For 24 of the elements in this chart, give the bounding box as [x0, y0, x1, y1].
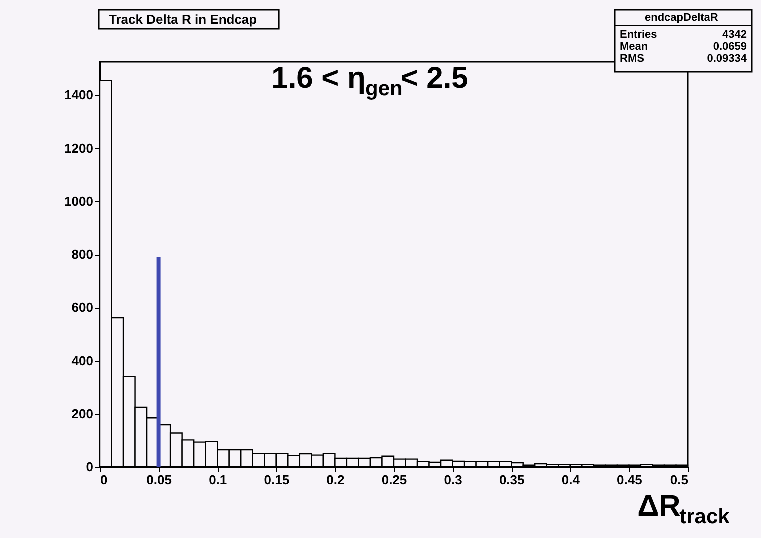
x-tick-label: 0.05 — [146, 472, 172, 488]
x-tick-label: 0.25 — [382, 472, 408, 488]
x-tick-label: 0.3 — [444, 472, 462, 488]
text: Mean 0.0659 — [620, 41, 748, 53]
x-tick-label: 0 — [100, 472, 108, 488]
y-tick-label: 200 — [72, 406, 94, 422]
y-tick-label: 400 — [72, 353, 94, 368]
y-tick-label: 1400 — [64, 88, 94, 103]
y-tick-label: 600 — [72, 300, 94, 316]
x-tick-label: 0.2 — [326, 472, 345, 488]
text: RMS 0.09334 — [620, 53, 748, 65]
y-tick-label: 1200 — [64, 140, 94, 156]
y-tick-label: 1000 — [64, 194, 94, 209]
x-tick-label: 0.4 — [562, 472, 581, 488]
x-tick-label: 0.1 — [209, 472, 228, 488]
x-tick-label: 0.45 — [617, 472, 642, 488]
x-tick-label: 0.35 — [499, 472, 525, 488]
y-tick-label: 800 — [72, 247, 94, 262]
x-tick-label: 0.5 — [670, 472, 688, 488]
y-tick-label: 0 — [86, 460, 94, 474]
chart-title: Track Delta R in Endcap — [109, 12, 258, 27]
text: endcapDeltaR — [645, 12, 718, 24]
x-tick-label: 0.15 — [264, 472, 290, 488]
text: Entries 4342 — [620, 29, 748, 41]
